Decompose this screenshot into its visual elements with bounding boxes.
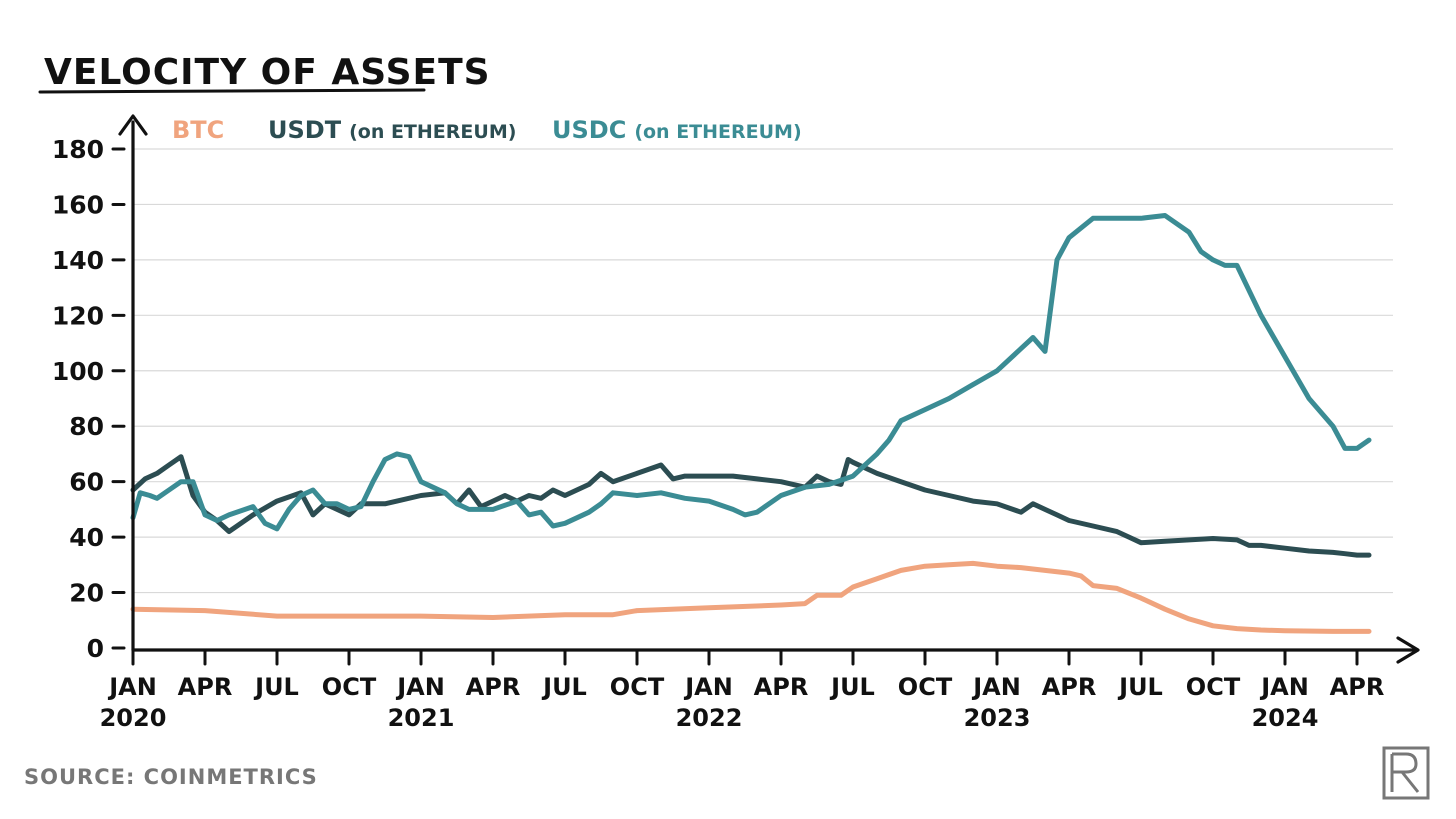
x-tick-label: JAN — [107, 673, 157, 701]
source-label: SOURCE: COINMETRICS — [24, 765, 318, 789]
x-tick-label: JAN — [971, 673, 1021, 701]
y-tick-label: 160 — [52, 190, 104, 219]
x-tick-label: JAN — [395, 673, 445, 701]
y-tick-label: 20 — [69, 579, 104, 608]
y-tick-label: 180 — [52, 135, 104, 164]
axes — [118, 114, 1420, 664]
x-tick-year-label: 2023 — [964, 704, 1031, 732]
x-tick-label: JAN — [1259, 673, 1309, 701]
series-lines — [130, 213, 1372, 634]
publisher-logo-icon — [1382, 746, 1430, 800]
y-tick-label: 80 — [69, 412, 104, 441]
y-tick-label: 0 — [87, 634, 104, 663]
legend: BTC USDT (on ETHEREUM) USDC (on ETHEREUM) — [172, 116, 802, 144]
legend-item-usdc: USDC (on ETHEREUM) — [552, 116, 802, 144]
x-tick-label: JUL — [829, 673, 875, 701]
x-tick-label: OCT — [1186, 673, 1241, 701]
legend-item-btc: BTC — [172, 116, 224, 144]
series-line-btc — [130, 560, 1372, 634]
x-tick-label: APR — [1330, 673, 1385, 701]
x-axis-labels: JAN 2020 APR JUL OCT JAN 2021 APR JUL OCT JAN 2022 A… — [100, 648, 1385, 732]
series-line-usdt — [130, 454, 1372, 558]
y-tick-label: 40 — [69, 523, 104, 552]
gridlines — [133, 148, 1393, 594]
x-tick-label: JUL — [1117, 673, 1163, 701]
title-underline — [38, 88, 426, 94]
x-tick-label: APR — [466, 673, 521, 701]
x-tick-label: OCT — [610, 673, 665, 701]
x-tick-label: APR — [1042, 673, 1097, 701]
y-axis-labels: 0 20 40 60 80 100 120 140 160 180 — [52, 135, 126, 663]
series-line-usdc — [130, 213, 1372, 532]
x-tick-year-label: 2021 — [388, 704, 455, 732]
x-tick-label: APR — [178, 673, 233, 701]
y-tick-label: 100 — [52, 357, 104, 386]
x-tick-label: JUL — [541, 673, 587, 701]
y-tick-label: 60 — [69, 468, 104, 497]
y-tick-label: 140 — [52, 246, 104, 275]
x-tick-label: JUL — [253, 673, 299, 701]
x-tick-year-label: 2020 — [100, 704, 167, 732]
x-tick-label: JAN — [683, 673, 733, 701]
y-tick-label: 120 — [52, 301, 104, 330]
x-tick-year-label: 2024 — [1252, 704, 1319, 732]
x-tick-label: OCT — [322, 673, 377, 701]
chart-title: VELOCITY OF ASSETS — [44, 52, 491, 93]
x-tick-label: OCT — [898, 673, 953, 701]
x-axis-arrow-icon — [1396, 636, 1420, 664]
x-tick-label: APR — [754, 673, 809, 701]
legend-item-usdt: USDT (on ETHEREUM) — [268, 116, 516, 144]
x-tick-year-label: 2022 — [676, 704, 743, 732]
y-axis-arrow-icon — [118, 114, 148, 136]
